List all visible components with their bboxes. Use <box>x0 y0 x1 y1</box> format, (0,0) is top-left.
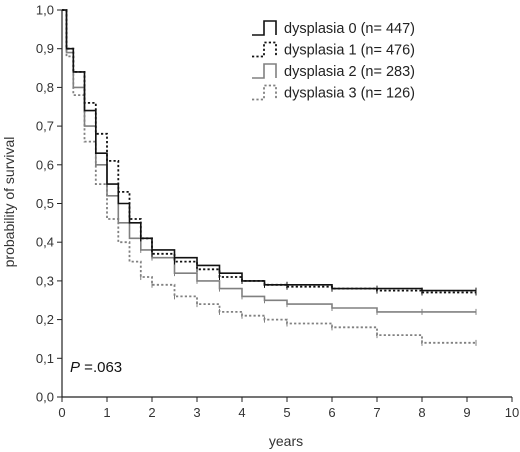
x-tick-label: 5 <box>283 405 290 420</box>
y-tick-label: 0,5 <box>36 196 54 211</box>
legend-label-3: dysplasia 3 (n= 126) <box>284 86 415 102</box>
legend: dysplasia 0 (n= 447) dysplasia 1 (n= 476)… <box>252 20 415 102</box>
y-tick-label: 1,0 <box>36 3 54 18</box>
legend-label-2: dysplasia 2 (n= 283) <box>284 64 415 80</box>
series-line-3 <box>62 9 476 344</box>
x-tick-label: 2 <box>148 405 155 420</box>
legend-label-0: dysplasia 0 (n= 447) <box>284 21 415 37</box>
legend-label-1: dysplasia 1 (n= 476) <box>284 43 415 59</box>
x-tick-label: 0 <box>58 405 65 420</box>
legend-symbol-0 <box>252 20 277 36</box>
x-tick-label: 9 <box>463 405 470 420</box>
x-tick-label: 1 <box>103 405 110 420</box>
y-tick-label: 0,3 <box>36 273 54 288</box>
legend-symbol-1 <box>252 41 277 58</box>
x-tick-label: 8 <box>418 405 425 420</box>
p-value-symbol: P <box>70 359 80 376</box>
x-tick-label: 3 <box>193 405 200 420</box>
series-line-1 <box>62 9 476 294</box>
x-tick-label: 10 <box>505 405 519 420</box>
y-tick-label: 0,7 <box>36 119 54 134</box>
series-line-0 <box>62 9 476 292</box>
y-axis-label: probability of survival <box>1 137 17 268</box>
y-tick-label: 0,9 <box>36 41 54 56</box>
series-layer <box>62 9 477 346</box>
x-tick-label: 7 <box>373 405 380 420</box>
x-tick-label: 6 <box>328 405 335 420</box>
x-axis-ticks: 0 1 2 3 4 5 6 7 8 9 10 <box>58 397 519 420</box>
y-axis-ticks: 0,0 0,1 0,2 0,3 0,4 0,5 0,6 0,7 0,8 0,9 1,0 <box>36 3 62 405</box>
x-tick-label: 4 <box>238 405 245 420</box>
legend-symbol-2 <box>252 63 277 79</box>
y-tick-label: 0,2 <box>36 312 54 327</box>
y-tick-label: 0,6 <box>36 157 54 172</box>
p-value-annotation: P =.063 <box>70 359 122 376</box>
y-tick-label: 0,8 <box>36 80 54 95</box>
y-tick-label: 0,4 <box>36 235 54 250</box>
legend-symbol-3 <box>252 84 277 101</box>
x-axis-label: years <box>269 433 303 449</box>
p-value-text: =.063 <box>80 359 122 376</box>
y-tick-label: 0,0 <box>36 390 54 405</box>
y-tick-label: 0,1 <box>36 351 54 366</box>
